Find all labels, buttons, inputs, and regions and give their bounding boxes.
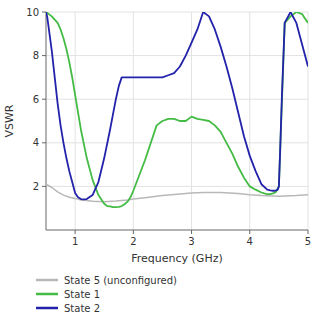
x-tick [191,230,192,234]
axes: 1 2 3 4 5 2 4 6 8 10 [26,7,311,248]
plot-area [46,12,308,207]
y-axis-label: VSWR [3,104,16,137]
x-tick-label: 3 [188,236,194,247]
y-axis-line [46,12,47,230]
x-tick [308,230,309,234]
y-tick [42,186,46,187]
page: {"chart_data": {"type": "line", "xlabel"… [0,0,320,320]
y-tick-label: 2 [33,181,39,192]
grid [46,12,308,230]
x-tick [133,230,134,234]
y-tick-label: 8 [33,50,39,61]
y-tick-label: 4 [33,137,39,148]
x-axis-line [46,230,308,231]
grid-line [133,12,134,230]
legend-label: State 2 [64,303,100,314]
grid-line [46,12,308,13]
y-tick-label: 10 [26,7,39,18]
grid-line [308,12,309,230]
grid-line [75,12,76,230]
y-tick [42,55,46,56]
chart: 1 2 3 4 5 2 4 6 8 10 Frequency (GHz) VSWR State 5 (u… [0,0,320,320]
y-tick [42,142,46,143]
x-tick-label: 2 [130,236,136,247]
legend-label: State 1 [64,289,100,300]
grid-line [46,55,308,56]
x-tick-label: 4 [247,236,253,247]
y-tick-label: 6 [33,94,39,105]
x-tick-label: 1 [72,236,78,247]
y-tick [42,12,46,13]
legend-swatch [36,293,58,296]
series-line [46,12,308,199]
legend-swatch [36,307,58,310]
y-tick [42,99,46,100]
x-tick-label: 5 [305,236,311,247]
grid-line [46,142,308,143]
grid-line [46,99,308,100]
legend-label: State 5 (unconfigured) [64,275,177,286]
x-tick [75,230,76,234]
x-tick [249,230,250,234]
series-line [46,12,308,207]
grid-line [46,186,308,187]
legend: State 5 (unconfigured) State 1 State 2 [36,275,177,314]
legend-swatch [36,279,58,282]
grid-line [249,12,250,230]
x-axis-label: Frequency (GHz) [131,252,222,265]
